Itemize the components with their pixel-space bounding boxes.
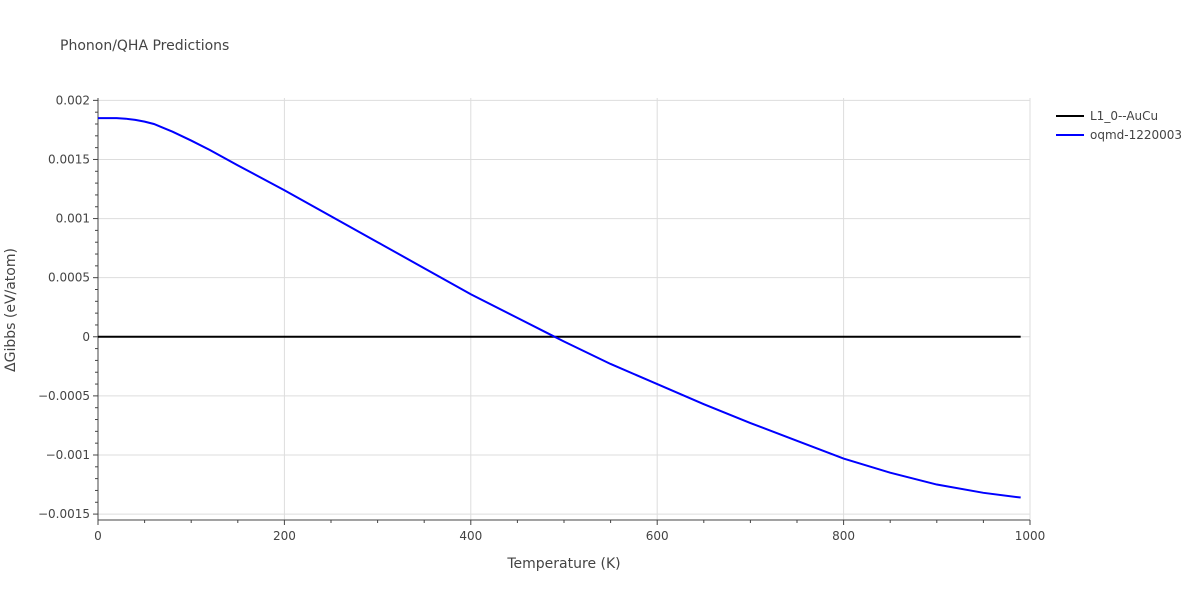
y-tick-label: −0.001 [46,448,90,462]
x-tick-label: 200 [273,529,296,543]
legend[interactable]: L1_0--AuCu oqmd-1220003 [1056,109,1182,142]
x-tick-label: 1000 [1015,529,1046,543]
chart-title: Phonon/QHA Predictions [60,38,229,54]
legend-label[interactable]: L1_0--AuCu [1090,109,1158,123]
series-line-oqmd-1220003[interactable] [98,117,1021,499]
axes: 0 200 400 600 800 1000 −0.0015 −0.001 −0.0005 0 0.… [38,93,1045,543]
y-tick-label: 0.0005 [48,271,90,285]
grid [98,98,1031,520]
x-tick-label: 800 [832,529,855,543]
series-lines[interactable] [98,117,1021,499]
y-tick-label: −0.0005 [38,389,90,403]
x-tick-label: 600 [646,529,669,543]
y-axis-title: ΔGibbs (eV/atom) [3,248,19,372]
x-axis-title: Temperature (K) [506,556,620,572]
x-tick-label: 0 [94,529,102,543]
y-tick-label: 0.0015 [48,152,90,166]
y-tick-label: 0 [82,330,90,344]
x-tick-label: 400 [459,529,482,543]
y-tick-label: 0.001 [56,212,90,226]
y-tick-label: 0.002 [56,93,90,107]
y-tick-label: −0.0015 [38,507,90,521]
legend-label[interactable]: oqmd-1220003 [1090,128,1182,142]
